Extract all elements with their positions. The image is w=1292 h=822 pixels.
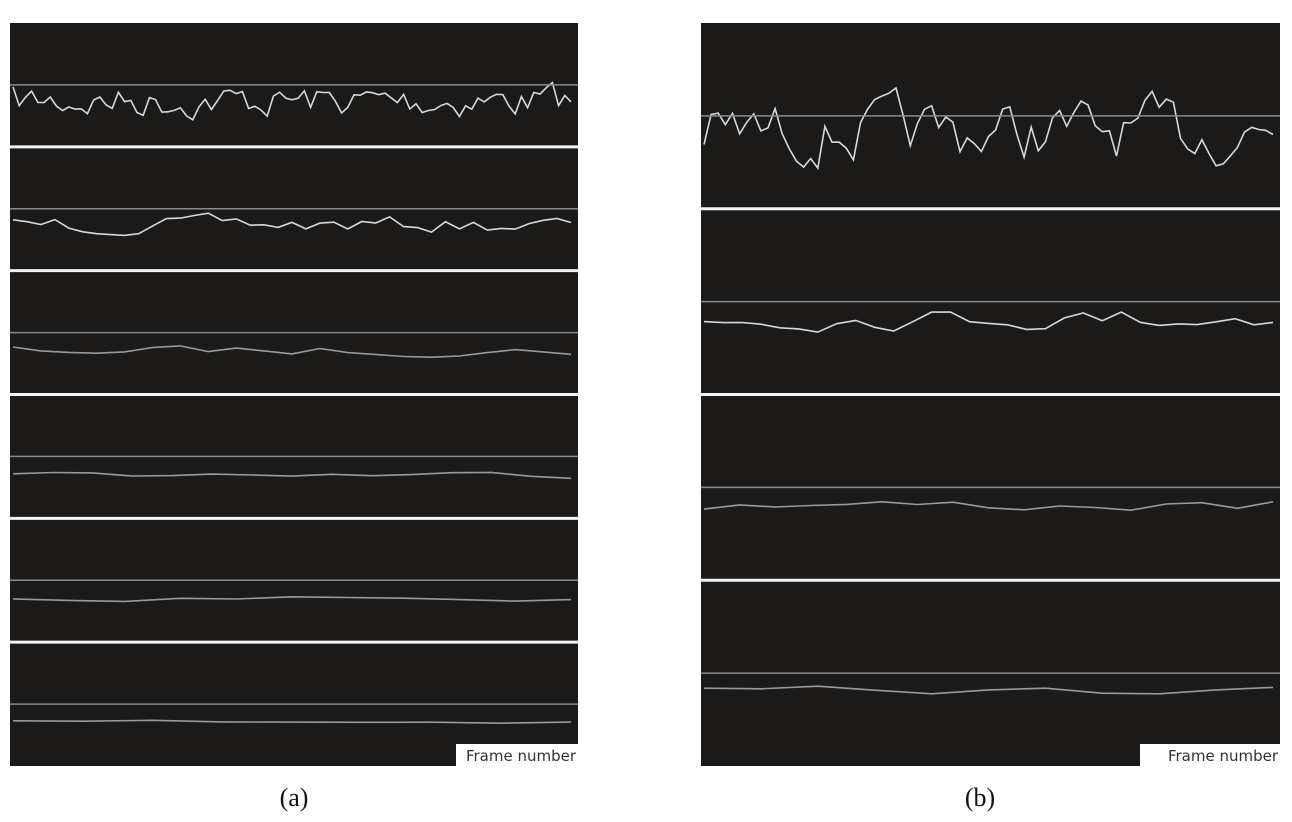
panel-a: Frame number <box>10 23 578 766</box>
signal-trace <box>12 471 572 480</box>
panel-b: Frame number <box>701 23 1280 766</box>
axis-label-box <box>1140 744 1280 766</box>
signal-trace <box>703 311 1274 333</box>
signal-trace <box>12 595 572 603</box>
signal-trace <box>703 685 1274 695</box>
signal-trace <box>12 81 572 121</box>
signal-trace <box>12 212 572 237</box>
axis-label: Frame number <box>466 747 577 765</box>
signal-trace <box>703 500 1274 512</box>
signal-trace <box>12 719 572 725</box>
axis-label-box <box>456 744 578 766</box>
signal-trace <box>12 345 572 359</box>
caption: (a) <box>280 783 309 812</box>
axis-label: Frame number <box>1168 747 1279 765</box>
signal-trace <box>703 86 1274 171</box>
caption: (b) <box>965 783 995 812</box>
